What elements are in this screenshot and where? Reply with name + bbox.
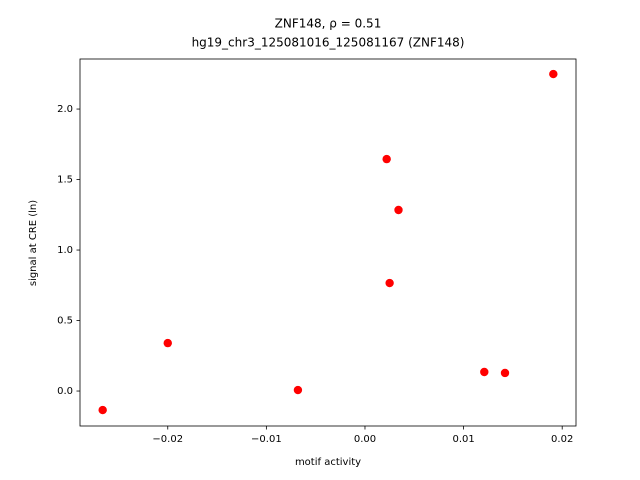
- point: [293, 385, 303, 395]
- y-tick-label: 1.5: [57, 175, 73, 186]
- chart-subtitle: hg19_chr3_125081016_125081167 (ZNF148): [192, 36, 465, 50]
- point: [382, 154, 391, 164]
- plot-frame: [79, 58, 577, 427]
- point: [500, 368, 510, 378]
- x-tick-label: 0.00: [354, 434, 376, 445]
- point: [394, 205, 403, 215]
- chart-title: ZNF148, ρ = 0.51: [275, 17, 382, 31]
- x-tick-label: 0.01: [452, 434, 474, 445]
- x-tick-label: 0.02: [551, 434, 573, 445]
- x-axis-label: motif activity: [295, 457, 361, 468]
- point: [549, 69, 558, 79]
- point: [385, 278, 394, 288]
- x-tick-label: −0.02: [152, 434, 183, 445]
- x-tick-label: −0.01: [251, 434, 282, 445]
- y-tick-label: 1.0: [57, 245, 73, 256]
- y-tick-label: 2.0: [57, 104, 73, 115]
- point: [480, 367, 489, 377]
- y-tick-label: 0.0: [57, 386, 73, 397]
- point: [163, 338, 172, 348]
- y-tick-label: 0.5: [57, 316, 73, 327]
- point: [98, 405, 107, 415]
- y-axis-label: signal at CRE (ln): [28, 200, 39, 286]
